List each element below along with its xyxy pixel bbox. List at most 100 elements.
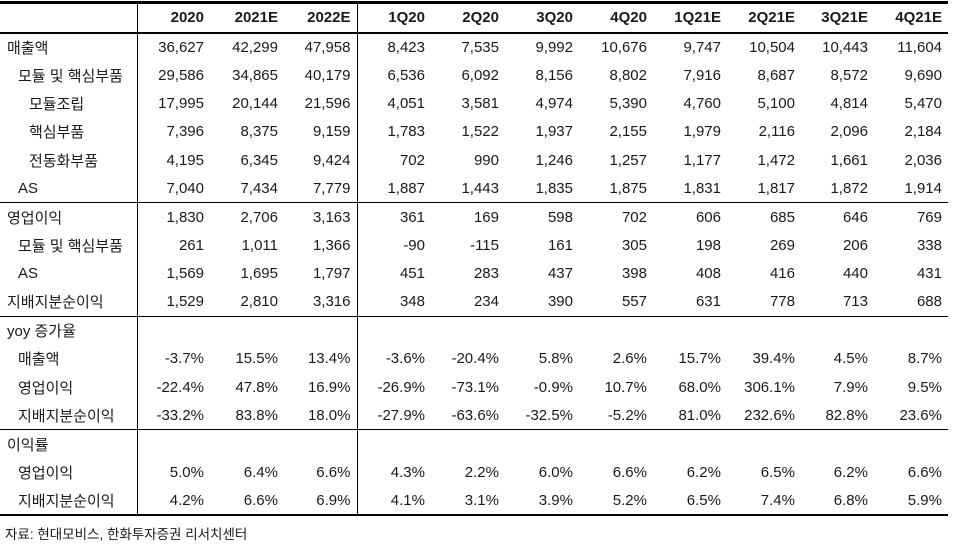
value-cell: 7.4%	[760, 491, 795, 509]
table-row: AS 1,569 1,695 1,797 451 283 437 398 408 416 440 43…	[0, 259, 948, 289]
value-cell: 83.8%	[235, 407, 278, 425]
row-label: 지배지분순이익	[0, 486, 138, 516]
value-cell: 2,096	[830, 123, 868, 141]
value-cell: 15.7%	[678, 350, 721, 368]
value-cell: 8,802	[609, 66, 647, 84]
value-cell: 8,375	[240, 123, 278, 141]
value-cell: 6.8%	[833, 491, 868, 509]
value-cell: 5,100	[757, 94, 795, 112]
row-label: 이익률	[0, 429, 138, 459]
value-cell	[874, 315, 948, 345]
value-cell: 9,424	[284, 146, 358, 175]
row-label: 매출액	[0, 344, 138, 374]
value-cell: 8,156	[535, 66, 573, 84]
value-cell: -73.1%	[451, 378, 499, 396]
value-cell: 7,434	[240, 179, 278, 197]
value-cell: 8,423	[387, 38, 425, 56]
value-cell	[505, 429, 579, 459]
value-cell: 1,011	[241, 236, 278, 254]
value-cell: 1,979	[683, 123, 721, 141]
value-cell: 261	[178, 236, 204, 254]
table-row: 핵심부품 7,396 8,375 9,159 1,783 1,522 1,937 2,155 1…	[0, 117, 948, 147]
table-row: 모듈조립 17,995 20,144 21,596 4,051 3,581 4,974 5,3…	[0, 89, 948, 118]
row-label: 핵심부품	[0, 117, 138, 147]
value-cell: 169	[431, 202, 505, 232]
value-cell: 8.7%	[907, 350, 942, 368]
value-cell: 431	[916, 265, 942, 283]
value-cell	[653, 429, 727, 459]
value-cell	[727, 429, 801, 459]
value-cell: 702	[399, 151, 425, 169]
table-row: 영업이익 1,830 2,706 3,163 361 169 598 702 606 685 646…	[0, 202, 948, 232]
value-cell: 5,390	[609, 94, 647, 112]
column-header: 4Q21E	[874, 2, 948, 34]
table-header: 2020 2021E 2022E 1Q20 2Q20 3Q20 4Q20 1Q21E 2Q21E…	[0, 2, 948, 34]
value-cell: 4,814	[830, 94, 868, 112]
value-cell: 81.0%	[678, 407, 721, 425]
value-cell: -27.9%	[377, 407, 425, 425]
value-cell: 17,995	[158, 94, 204, 112]
value-cell: 1,887	[387, 179, 425, 197]
value-cell: 685	[727, 202, 801, 232]
row-label: 영업이익	[0, 202, 138, 232]
table-row: yoy 증가율	[0, 315, 948, 345]
value-cell: 557	[621, 293, 647, 311]
row-label: 영업이익	[0, 373, 138, 402]
value-cell: 1,875	[609, 179, 647, 197]
row-label: AS	[0, 259, 138, 289]
table-row: 전동화부품 4,195 6,345 9,424 702 990 1,246 1,257 1,17…	[0, 146, 948, 175]
value-cell: 390	[547, 293, 573, 311]
value-cell: 6.9%	[284, 486, 358, 516]
value-cell: -3.7%	[164, 350, 204, 368]
value-cell: 1,366	[284, 231, 358, 260]
value-cell: 1,569	[166, 265, 204, 283]
value-cell: 9,747	[683, 38, 721, 56]
value-cell: 2.6%	[612, 350, 647, 368]
value-cell	[357, 429, 431, 459]
value-cell: 1,783	[387, 123, 425, 141]
value-cell: 232.6%	[744, 407, 795, 425]
value-cell: 1,831	[683, 179, 721, 197]
value-cell: 6.6%	[284, 458, 358, 487]
table-row: AS 7,040 7,434 7,779 1,887 1,443 1,835 1,875 1,8…	[0, 174, 948, 203]
value-cell: 769	[874, 202, 948, 232]
value-cell: 398	[621, 265, 647, 283]
value-cell: 5.0%	[169, 464, 204, 482]
value-cell: -22.4%	[156, 378, 204, 396]
column-header: 1Q20	[357, 2, 431, 34]
value-cell: 161	[547, 236, 573, 254]
table-row: 매출액 -3.7% 15.5% 13.4% -3.6% -20.4% 5.8% 2.6% 15.…	[0, 344, 948, 374]
value-cell: -63.6%	[451, 407, 499, 425]
value-cell: 21,596	[284, 89, 358, 118]
value-cell: 1,835	[535, 179, 573, 197]
value-cell: 6.6%	[612, 464, 647, 482]
value-cell: -5.2%	[607, 407, 647, 425]
row-label: yoy 증가율	[0, 315, 138, 345]
row-label: 지배지분순이익	[0, 401, 138, 430]
value-cell: 3,163	[284, 202, 358, 232]
value-cell: -3.6%	[385, 350, 425, 368]
value-cell: 5,470	[904, 94, 942, 112]
value-cell: -0.9%	[533, 378, 573, 396]
value-cell: 42,299	[232, 38, 278, 56]
value-cell: 234	[473, 293, 499, 311]
value-cell: 40,179	[284, 60, 358, 90]
column-header: 2Q21E	[727, 2, 801, 34]
value-cell: 7.9%	[833, 378, 868, 396]
row-label: 모듈조립	[0, 89, 138, 118]
value-cell: 20,144	[232, 94, 278, 112]
value-cell: -32.5%	[525, 407, 573, 425]
value-cell: 1,797	[284, 259, 358, 289]
value-cell	[431, 315, 505, 345]
value-cell: 6.4%	[243, 464, 278, 482]
value-cell: 5.2%	[612, 491, 647, 509]
row-label: 모듈 및 핵심부품	[0, 60, 138, 90]
value-cell: 34,865	[232, 66, 278, 84]
value-cell: -26.9%	[377, 378, 425, 396]
value-cell: 36,627	[158, 38, 204, 56]
value-cell: 4,760	[683, 94, 721, 112]
value-cell: -90	[403, 236, 425, 254]
value-cell: 1,257	[609, 151, 647, 169]
value-cell: 598	[505, 202, 579, 232]
value-cell: -20.4%	[451, 350, 499, 368]
